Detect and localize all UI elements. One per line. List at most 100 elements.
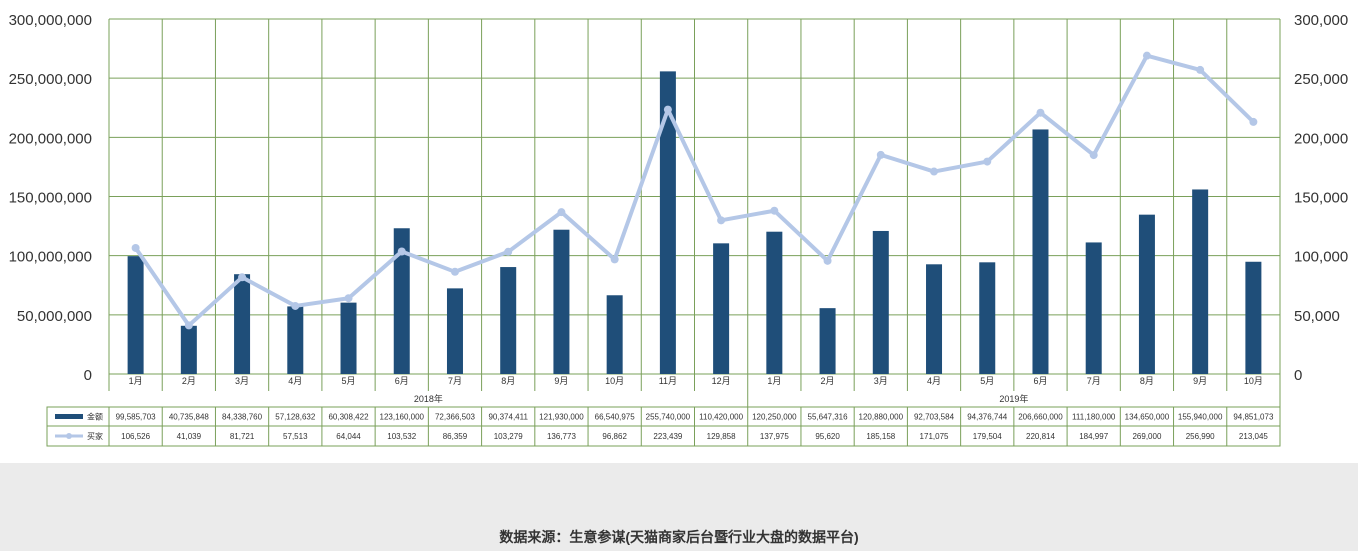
bar [713, 243, 730, 374]
x-month-label: 10月 [1244, 376, 1263, 386]
bar [819, 308, 836, 374]
bar [500, 267, 517, 374]
data-table-cell-buyers: 184,997 [1079, 432, 1108, 441]
series-line [133, 53, 1255, 328]
y-right-tick-label: 200,000 [1294, 130, 1348, 147]
y-right-tick-label: 100,000 [1294, 249, 1348, 266]
line-point [1196, 65, 1205, 74]
bar [1032, 129, 1049, 374]
x-month-label: 2月 [821, 376, 835, 386]
data-table-cell-buyers: 256,990 [1186, 432, 1215, 441]
x-month-label: 10月 [605, 376, 624, 386]
data-table-cell-amount: 110,420,000 [699, 413, 743, 422]
line-point [291, 301, 300, 310]
data-table-cell-buyers: 223,439 [653, 432, 682, 441]
data-table-cell-buyers: 96,862 [602, 432, 627, 441]
data-table-cell-amount: 57,128,632 [275, 413, 316, 422]
x-month-label: 8月 [501, 376, 515, 386]
y-right-tick-label: 250,000 [1294, 71, 1348, 88]
data-table-cell-buyers: 81,721 [230, 432, 255, 441]
line-point [663, 105, 672, 114]
data-table-cell-buyers: 103,279 [494, 432, 523, 441]
x-month-label: 9月 [1193, 376, 1207, 386]
bar [446, 288, 463, 374]
data-table-cell-amount: 111,180,000 [1072, 413, 1116, 422]
line-point [717, 216, 726, 225]
legend-key-bar [55, 414, 83, 419]
data-table-cell-amount: 90,374,411 [488, 413, 528, 422]
data-table-cell-amount: 66,540,975 [595, 413, 636, 422]
data-table-cell-amount: 99,585,703 [116, 413, 157, 422]
data-table-cell-buyers: 136,773 [547, 432, 576, 441]
y-right-tick-label: 150,000 [1294, 190, 1348, 207]
x-year-label: 2019年 [999, 393, 1028, 404]
x-year-label: 2018年 [414, 393, 443, 404]
x-month-label: 1月 [767, 376, 781, 386]
data-table-cell-buyers: 103,532 [387, 432, 416, 441]
data-table-cell-amount: 92,703,584 [914, 413, 955, 422]
bar [393, 228, 410, 374]
bar [1192, 189, 1209, 374]
x-month-label: 2月 [182, 376, 196, 386]
data-table-cell-amount: 123,160,000 [380, 413, 425, 422]
data-table-cell-buyers: 185,158 [866, 432, 895, 441]
line-point [983, 157, 992, 166]
data-table-cell-amount: 155,940,000 [1178, 413, 1223, 422]
line-point [238, 273, 247, 282]
legend-label-line: 买家 [87, 431, 103, 441]
data-table-cell-amount: 255,740,000 [646, 413, 691, 422]
line-point [876, 150, 885, 159]
line-point [131, 243, 140, 252]
combo-chart: 0 0 50,000,000 50,000 100,000,000 100,000 150,… [9, 12, 1348, 447]
y-left-tick-label: 200,000,000 [9, 130, 92, 147]
bar [766, 231, 783, 374]
y-right-tick-label: 300,000 [1294, 12, 1348, 29]
x-month-label: 1月 [129, 376, 143, 386]
line-point [557, 208, 566, 217]
legend-key-line-marker [66, 433, 72, 439]
data-table-cell-buyers: 137,975 [760, 432, 789, 441]
bar [287, 306, 304, 374]
x-month-label: 3月 [235, 376, 249, 386]
line-point [504, 247, 513, 256]
bar [127, 256, 144, 374]
bar [553, 229, 570, 374]
line-point [397, 247, 406, 256]
data-table-cell-amount: 94,851,073 [1233, 413, 1274, 422]
bar [1085, 242, 1102, 374]
bar [659, 71, 676, 375]
x-month-label: 5月 [980, 376, 994, 386]
data-table-cell-buyers: 171,075 [920, 432, 949, 441]
x-month-label: 8月 [1140, 376, 1154, 386]
data-table-cell-amount: 94,376,744 [967, 413, 1008, 422]
data-table-cell-buyers: 64,044 [336, 432, 361, 441]
data-table-cell-amount: 206,660,000 [1018, 413, 1063, 422]
data-table-cell-amount: 84,338,760 [222, 413, 263, 422]
line-point [1142, 51, 1151, 60]
bar [180, 325, 197, 374]
data-table-cell-amount: 121,930,000 [539, 413, 584, 422]
data-table-cell-buyers: 106,526 [121, 432, 150, 441]
x-month-label: 4月 [288, 376, 302, 386]
x-month-label: 7月 [1087, 376, 1101, 386]
data-table-cell-amount: 55,647,316 [808, 413, 849, 422]
x-month-label: 12月 [712, 376, 731, 386]
data-table-cell-buyers: 57,513 [283, 432, 308, 441]
source-caption: 数据来源：生意参谋(天猫商家后台暨行业大盘的数据平台) [499, 529, 859, 545]
bar [926, 264, 943, 374]
y-left-tick-label: 100,000,000 [9, 249, 92, 266]
data-table-cell-amount: 120,880,000 [859, 413, 904, 422]
data-table-cell-buyers: 86,359 [443, 432, 468, 441]
y-left-tick-label: 0 [84, 367, 92, 384]
y-left-tick-label: 50,000,000 [17, 308, 92, 325]
line-point [1249, 117, 1258, 126]
bar [606, 295, 623, 374]
bar [872, 230, 889, 374]
bar [234, 274, 251, 374]
chart-panel: 0 0 50,000,000 50,000 100,000,000 100,000 150,… [0, 0, 1358, 463]
y-right-tick-label: 0 [1294, 367, 1302, 384]
legend-label-bar: 金额 [87, 412, 103, 422]
bar [979, 262, 996, 374]
data-table-cell-buyers: 220,814 [1026, 432, 1055, 441]
line-point [610, 255, 619, 264]
